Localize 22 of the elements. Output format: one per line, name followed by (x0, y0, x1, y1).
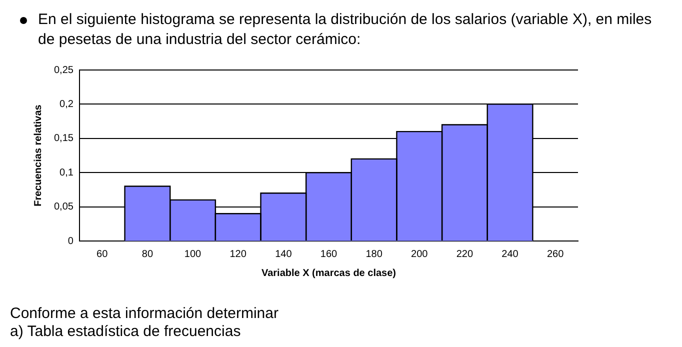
y-tick-label: 0,2 (60, 98, 74, 110)
y-tick-label: 0,25 (54, 64, 74, 76)
x-tick-label: 80 (142, 248, 154, 260)
text: a) Tabla estadística de frecuencias (10, 323, 242, 341)
x-tick-label: 140 (275, 248, 292, 260)
x-tick-label: 260 (546, 248, 564, 260)
x-tick-label: 120 (230, 248, 247, 260)
y-axis-title: Frecuencias relativas (32, 104, 44, 206)
text: Conforme a esta información determinar (10, 305, 278, 323)
x-tick-label: 220 (456, 248, 474, 260)
y-tick-label: 0,1 (60, 167, 74, 178)
x-tick-label: 160 (320, 248, 338, 260)
x-axis-title: Variable X (marcas de clase) (261, 268, 396, 279)
x-tick-label: 180 (366, 248, 383, 260)
x-tick-label: 240 (502, 248, 519, 260)
x-tick-label: 200 (411, 248, 428, 260)
y-tick-label: 0,15 (54, 133, 74, 144)
y-tick-label: 0,05 (54, 202, 74, 213)
x-tick-label: 60 (96, 248, 108, 260)
y-tick-label: 0 (68, 236, 74, 247)
chart-title: En el siguiente histograma se representa la distribución de los salarios (variable X), en miles de pesetas de una industria del sector cerámico: (38, 11, 652, 48)
x-tick-label: 100 (184, 248, 202, 260)
